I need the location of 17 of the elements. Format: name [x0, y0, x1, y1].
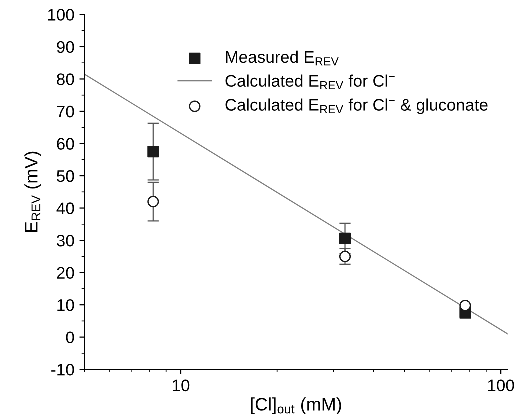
y-tick-label: 10 [58, 299, 74, 312]
y-axis-title: E$_{REV}$ (mV) [24, 152, 42, 232]
y-tick-label: 20 [57, 267, 74, 280]
y-tick-label: -10 [52, 364, 74, 376]
y-tick-label: 90 [57, 41, 74, 54]
legend-label: Calculated E$_{REV}$ for Cl$^{−}$ [226, 74, 395, 90]
y-tick-label: 70 [57, 106, 74, 118]
y-tick-label: 60 [57, 138, 74, 150]
y-tick-label: 50 [57, 170, 74, 182]
legend-label: Measured E$_{REV}$ [226, 50, 339, 66]
legend-label: Calculated E$_{REV}$ for Cl$^{−}$ & gluconate [226, 98, 488, 114]
y-tick-label: 40 [56, 202, 74, 214]
y-tick-label: 0 [66, 332, 74, 344]
y-tick-label: 100 [48, 9, 74, 21]
x-axis-title: [Cl]$_{out}$ (mM) [251, 398, 342, 414]
y-tick-label: 30 [57, 234, 74, 247]
y-tick-label: 80 [57, 74, 74, 86]
